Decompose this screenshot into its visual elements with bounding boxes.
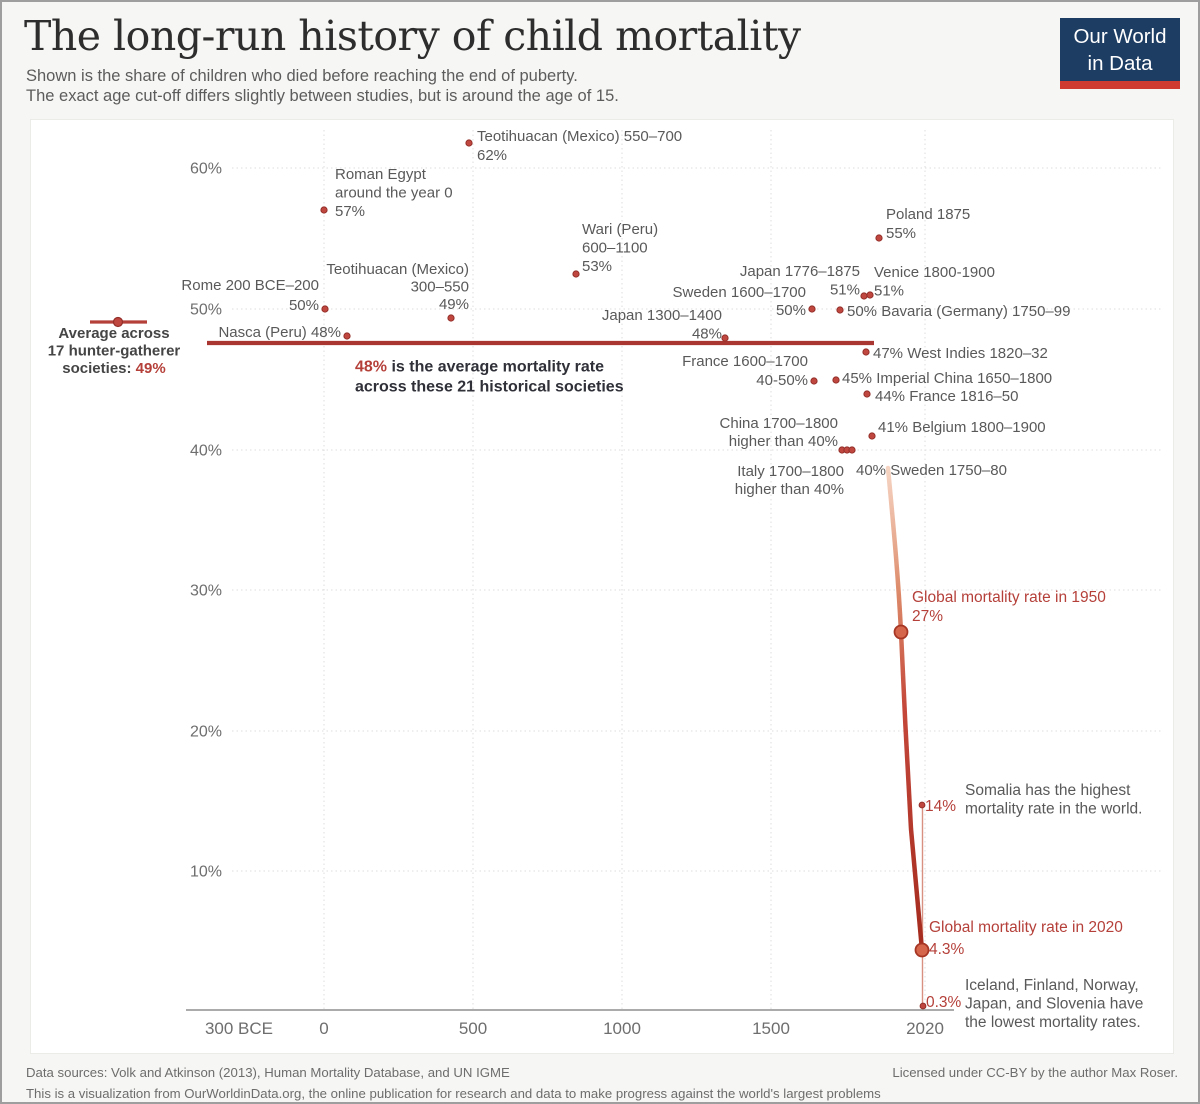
somalia-dot[interactable]: [918, 801, 926, 809]
lowest-dot[interactable]: [919, 1002, 927, 1010]
owid-tagline: This is a visualization from OurWorldinD…: [26, 1086, 881, 1101]
point-france-1600-1700[interactable]: [810, 377, 818, 385]
point-bavaria[interactable]: [836, 306, 844, 314]
point-nasca[interactable]: [343, 332, 351, 340]
logo-line-2: in Data: [1087, 52, 1153, 75]
point-japan-1300-1400[interactable]: [721, 334, 729, 342]
subtitle-line-1: Shown is the share of children who died …: [26, 67, 578, 85]
chart-footer: Licensed under CC-BY by the author Max R…: [26, 1062, 1178, 1102]
point-rome[interactable]: [321, 305, 329, 313]
owid-logo[interactable]: Our World in Data: [1060, 18, 1180, 89]
chart-subtitle: Shown is the share of children who died …: [26, 66, 926, 106]
point-japan-1776-1875[interactable]: [860, 292, 868, 300]
page-title: The long-run history of child mortality: [24, 12, 801, 60]
point-roman-egypt[interactable]: [320, 206, 328, 214]
point-poland[interactable]: [875, 234, 883, 242]
point-venice[interactable]: [866, 291, 874, 299]
data-sources-note: Data sources: Volk and Atkinson (2013), …: [26, 1065, 510, 1080]
point-belgium[interactable]: [868, 432, 876, 440]
license-note: Licensed under CC-BY by the author Max R…: [892, 1065, 1178, 1080]
point-west-indies[interactable]: [862, 348, 870, 356]
point-sweden-1600-1700[interactable]: [808, 305, 816, 313]
point-teotihuacan-550-700[interactable]: [465, 139, 473, 147]
point-teotihuacan-300-550[interactable]: [447, 314, 455, 322]
point-imperial-china[interactable]: [832, 376, 840, 384]
point-wari[interactable]: [572, 270, 580, 278]
point-china-1700-1800[interactable]: [848, 446, 856, 454]
subtitle-line-2: The exact age cut-off differs slightly b…: [26, 87, 619, 105]
logo-line-1: Our World: [1073, 25, 1167, 48]
point-france-1816-50[interactable]: [863, 390, 871, 398]
global-2020-dot[interactable]: [914, 942, 930, 958]
plot-area-card: [30, 119, 1174, 1054]
global-1950-dot[interactable]: [893, 624, 909, 640]
hunter-gatherer-point[interactable]: [112, 316, 124, 328]
